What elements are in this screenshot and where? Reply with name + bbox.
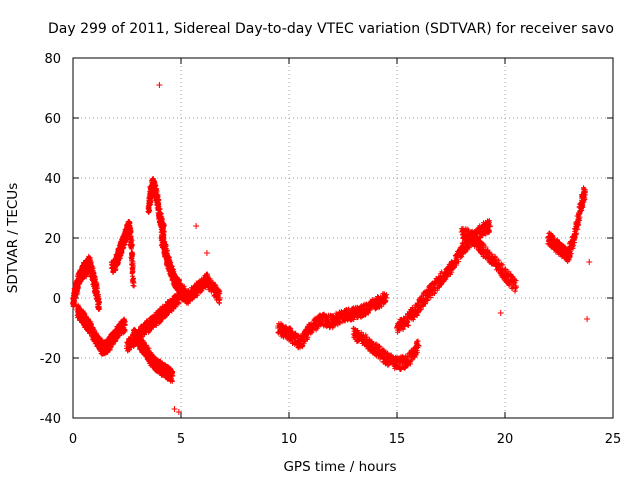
y-tick-label: 80 [44,52,61,67]
grid [73,58,613,418]
x-tick-labels: 0 5 10 15 20 25 [69,432,621,447]
data-point [121,316,127,322]
y-tick-label: 0 [53,292,61,307]
x-tick-label: 20 [497,432,514,447]
data-point [94,288,100,294]
data-point [93,283,99,289]
data-point [129,256,135,262]
y-tick-label: 60 [44,112,61,127]
data-point [95,304,102,310]
y-tick-labels: -40 -20 0 20 40 60 80 [40,52,61,427]
data-point [95,303,101,309]
data-point [121,322,128,328]
x-tick-label: 10 [281,432,298,447]
x-tick-label: 25 [605,432,622,447]
y-tick-label: -20 [40,352,61,367]
data-point [131,283,137,289]
data-point [146,207,152,213]
data-point [127,234,133,240]
data-point [128,246,134,252]
y-axis-label: SDTVAR / TECUs [5,183,21,293]
data-point [169,378,175,384]
data-point [130,273,136,279]
x-tick-label: 5 [177,432,185,447]
data-point [128,228,134,234]
x-tick-label: 0 [69,432,77,447]
y-tick-label: 40 [44,172,61,187]
chart-title: Day 299 of 2011, Sidereal Day-to-day VTE… [48,21,614,37]
data-point [169,373,176,379]
data-point [130,242,136,248]
x-axis-label: GPS time / hours [283,459,396,475]
data-point [130,280,137,286]
y-tick-label: -40 [40,412,61,427]
x-tick-label: 15 [389,432,406,447]
data-series [70,82,593,415]
axis-ticks [72,57,614,419]
y-tick-label: 20 [44,232,61,247]
